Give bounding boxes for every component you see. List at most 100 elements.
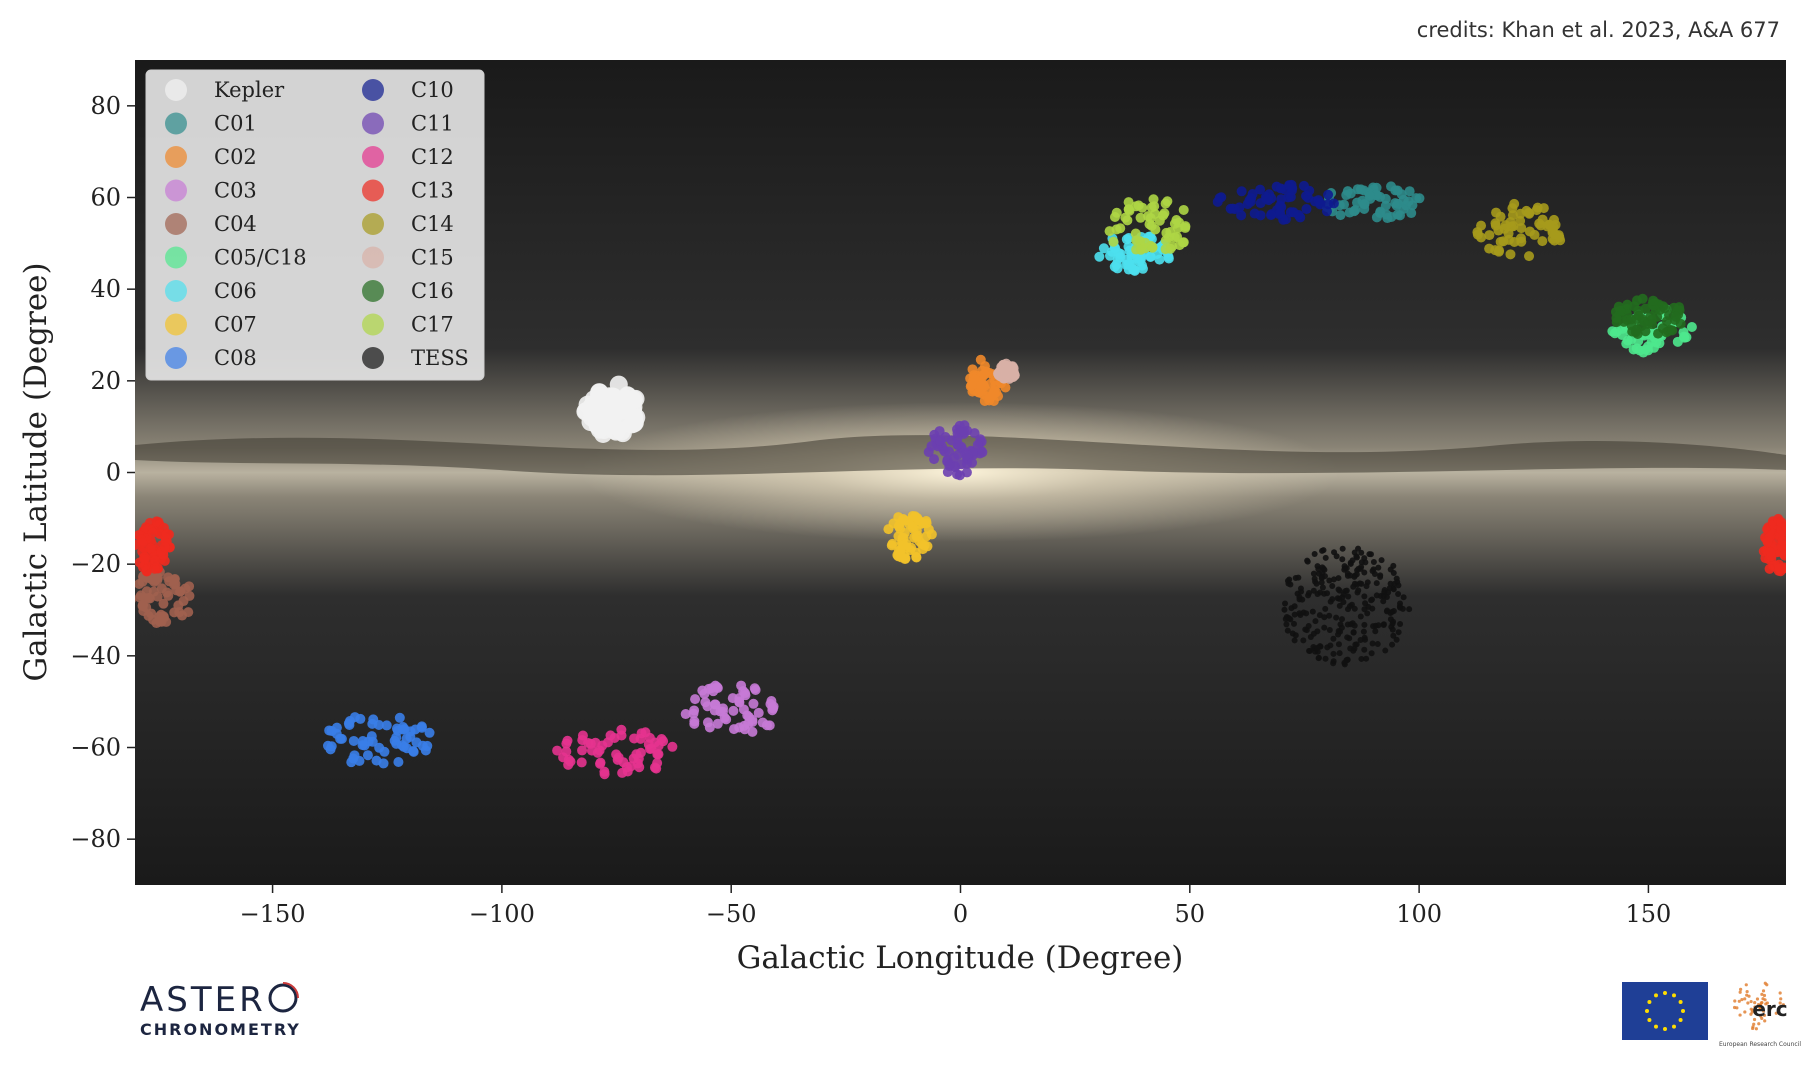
data-point-tess	[1377, 574, 1384, 581]
data-point-c04	[151, 618, 162, 629]
data-point-c08	[371, 755, 382, 766]
data-point-c03	[734, 722, 745, 733]
data-point-c01	[1391, 200, 1402, 211]
data-point-tess	[1338, 616, 1345, 623]
data-point-c17	[1104, 226, 1115, 237]
data-point-c14	[1516, 223, 1527, 234]
data-point-c08	[392, 725, 403, 736]
data-point-tess	[1283, 621, 1290, 628]
data-point-c10	[1315, 197, 1326, 208]
data-point-c16	[1633, 310, 1644, 321]
data-point-c06	[1098, 243, 1109, 254]
data-point-tess	[1344, 634, 1351, 641]
legend-marker	[165, 347, 187, 369]
data-point-c08	[374, 742, 385, 753]
data-point-c03	[704, 722, 715, 733]
data-point-tess	[1315, 655, 1322, 662]
data-point-c01	[1382, 213, 1393, 224]
data-point-tess	[1326, 626, 1333, 633]
legend-marker	[165, 112, 187, 135]
data-point-c10	[1246, 193, 1257, 204]
x-tick-label: 50	[1175, 900, 1206, 928]
legend-label: C11	[411, 112, 454, 136]
data-point-tess	[1291, 637, 1298, 644]
data-point-c16	[1648, 295, 1659, 306]
data-point-c01	[1364, 190, 1375, 201]
data-point-c13	[1762, 536, 1773, 547]
data-point-c10	[1288, 207, 1299, 218]
data-point-tess	[1336, 602, 1343, 609]
legend-label: C16	[411, 279, 454, 303]
data-point-tess	[1330, 650, 1337, 657]
data-point-tess	[1320, 565, 1327, 572]
data-point-c07	[883, 524, 894, 535]
data-point-tess	[1363, 583, 1370, 590]
data-point-tess	[1374, 641, 1381, 648]
data-point-c17	[1160, 235, 1171, 246]
data-point-tess	[1324, 590, 1331, 597]
data-point-c12	[595, 758, 606, 769]
data-point-kepler	[590, 420, 609, 439]
data-point-tess	[1368, 597, 1375, 604]
data-point-c03	[736, 680, 747, 691]
data-point-c12	[599, 769, 610, 780]
data-point-c10	[1328, 198, 1339, 209]
data-point-tess	[1303, 627, 1310, 634]
data-point-tess	[1380, 593, 1387, 600]
data-point-tess	[1282, 615, 1289, 622]
data-point-c04	[156, 583, 167, 594]
data-point-c03	[764, 720, 775, 731]
erc-logo-text: erc	[1752, 997, 1787, 1021]
data-point-c17	[1178, 204, 1189, 215]
data-point-c11	[934, 426, 945, 437]
axes: −150 −100 −50 0 50 100 150 80 60 40 20 0 −20 −40 −60 −8…	[70, 92, 1671, 928]
data-point-tess	[1373, 592, 1380, 599]
data-point-c12	[552, 745, 563, 756]
legend-marker	[165, 146, 187, 168]
legend-label: C10	[411, 78, 454, 102]
data-point-c12	[613, 752, 624, 763]
data-point-c16	[1647, 319, 1658, 330]
data-point-tess	[1311, 550, 1318, 557]
data-point-c11	[967, 457, 978, 468]
data-point-c01	[1339, 199, 1350, 210]
data-point-tess	[1389, 641, 1396, 648]
data-point-tess	[1361, 621, 1368, 628]
data-point-c01	[1344, 207, 1355, 218]
data-point-tess	[1375, 622, 1382, 629]
x-tick-label: 0	[953, 900, 968, 928]
data-point-c03	[712, 683, 723, 694]
data-point-c03	[742, 710, 753, 721]
data-point-tess	[1295, 574, 1302, 581]
target-ring-icon	[268, 982, 299, 1013]
data-point-c12	[636, 728, 647, 739]
data-point-tess	[1313, 580, 1320, 587]
data-point-tess	[1335, 641, 1342, 648]
data-point-c03	[768, 701, 779, 712]
data-point-c02	[975, 354, 986, 365]
data-point-c06	[1137, 260, 1148, 271]
data-point-c04	[169, 607, 180, 618]
legend-label: C05/C18	[214, 246, 307, 270]
legend-marker	[362, 146, 384, 168]
legend-marker	[165, 313, 187, 336]
data-point-c14	[1524, 251, 1535, 262]
data-point-tess	[1314, 591, 1321, 598]
data-point-c17	[1169, 218, 1180, 229]
data-point-c04	[158, 598, 169, 609]
data-point-c10	[1276, 194, 1287, 205]
data-point-c08	[331, 728, 342, 739]
data-point-c01	[1359, 199, 1370, 210]
data-point-tess	[1344, 621, 1351, 628]
y-tick-label: 40	[90, 275, 121, 303]
data-point-c13	[151, 516, 162, 527]
data-point-c10	[1275, 183, 1286, 194]
data-point-c08	[349, 712, 360, 723]
data-point-c01	[1380, 200, 1391, 211]
legend-marker	[362, 347, 384, 369]
data-point-tess	[1357, 636, 1364, 643]
data-point-c12	[667, 741, 678, 752]
data-point-tess	[1309, 608, 1316, 615]
data-point-c03	[748, 698, 759, 709]
data-point-tess	[1304, 557, 1311, 564]
